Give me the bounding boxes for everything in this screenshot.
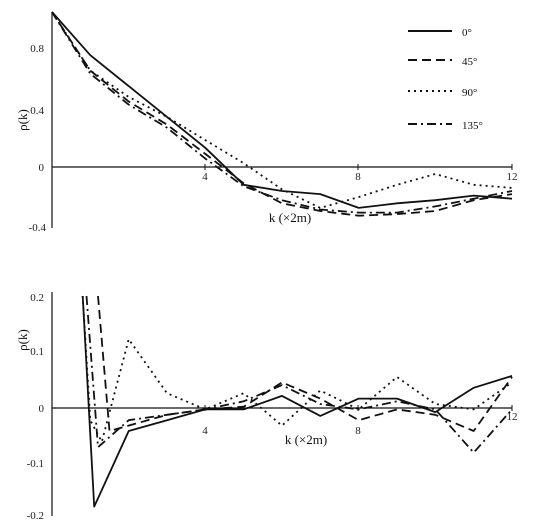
top-ytick-label: 0.8 [30,43,44,55]
top-xtick-label: 4 [202,171,208,183]
bottom-ytick-label: 0 [39,403,45,415]
top-xtick-label: 8 [355,171,361,183]
bottom-x-axis-label: k (×2m) [285,432,327,447]
top-ticks: 0.8 0.4 0 -0.4 4 8 12 [29,43,518,234]
bottom-y-axis-label: ρ(k) [15,329,30,351]
bottom-series-group [81,295,513,508]
top-series-line-0 [51,11,513,209]
bottom-xtick-label: 8 [355,425,361,437]
bottom-ytick-label: -0.1 [27,458,44,470]
bottom-ytick-label: 0.2 [30,292,44,304]
bottom-ytick-label: 0.1 [30,346,44,358]
legend-label-90: 90° [462,87,477,99]
legend-label-0: 0° [462,27,472,39]
top-series-line-2 [51,11,513,209]
top-ytick-label: -0.4 [29,222,47,234]
bottom-ytick-label: -0.2 [27,510,44,522]
top-series-group [51,11,513,217]
bottom-series-line-3 [85,295,513,454]
bottom-ticks: 0.2 0.1 0 -0.1 -0.2 4 8 12 [27,292,518,522]
top-ytick-label: 0.4 [30,105,44,117]
bottom-xtick-label: 4 [202,425,208,437]
top-x-axis-label: k (×2m) [269,210,311,225]
legend-label-45: 45° [462,56,477,68]
top-y-axis-label: ρ(k) [15,109,30,131]
bottom-series-line-0 [81,295,513,508]
bottom-series-line-1 [97,295,513,432]
legend-label-135: 135° [462,120,483,132]
top-xtick-label: 12 [507,171,518,183]
top-ytick-label: 0 [39,162,45,174]
bottom-xtick-label: 12 [507,411,518,423]
top-series-line-1 [51,11,513,217]
legend: 0° 45° 90° 135° [408,27,483,132]
top-chart: 0.8 0.4 0 -0.4 4 8 12 ρ(k) k (×2m) 0° 45… [15,11,518,234]
bottom-chart: 0.2 0.1 0 -0.1 -0.2 4 8 12 ρ(k) k (×2m) [15,292,518,522]
top-series-line-3 [51,11,513,214]
